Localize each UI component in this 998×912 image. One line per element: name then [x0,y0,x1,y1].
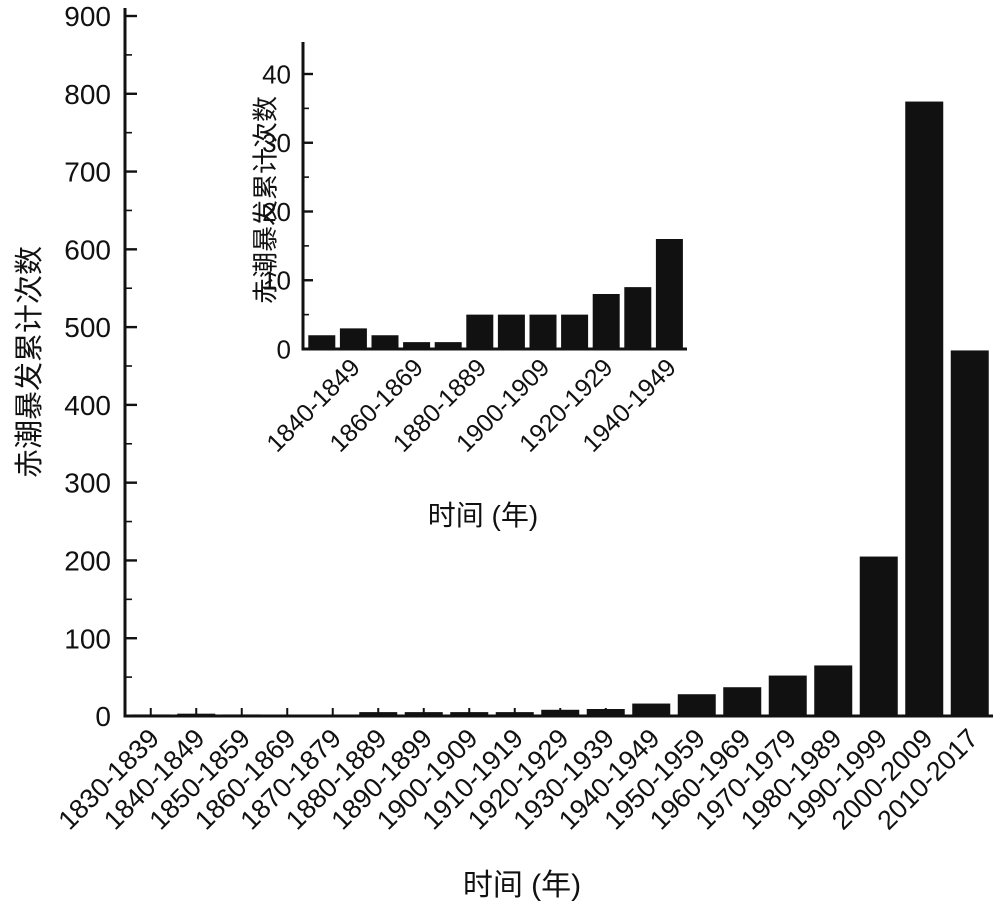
main-bar-1960-1969 [723,687,762,716]
inset-y-tick-label: 30 [262,128,291,158]
main-y-tick-label: 800 [64,79,111,110]
main-bar-1880-1889 [359,712,398,716]
main-bar-1910-1919 [495,712,534,716]
main-y-tick-label: 500 [64,312,111,343]
main-bar-2000-2009 [905,101,944,717]
main-bar-1900-1909 [450,712,489,716]
inset-y-axis-label: 赤潮暴发累计次数 [250,95,281,305]
main-bar-1970-1979 [768,675,807,716]
main-y-tick-label: 400 [64,390,111,421]
main-y-tick-label: 100 [64,623,111,654]
main-bar-1990-1999 [859,556,898,716]
main-x-axis-label: 时间 (年) [462,869,582,902]
inset-y-tick-label: 40 [262,59,291,89]
inset-bar-1900-1909 [529,314,557,349]
inset-bar-1830-1839 [308,335,336,349]
main-bar-1930-1939 [586,709,625,716]
main-y-tick-label: 300 [64,468,111,499]
main-bar-1940-1949 [632,703,671,716]
main-bar-1860-1869 [268,714,307,716]
inset-y-tick-label: 20 [262,197,291,227]
inset-bar-1840-1849 [339,328,367,349]
inset-y-tick-label: 0 [277,334,291,364]
inset-bar-1880-1889 [466,314,494,349]
main-y-tick-label: 200 [64,546,111,577]
main-bar-2010-2017 [950,350,989,716]
inset-bar-1890-1899 [497,314,525,349]
inset-bar-1860-1869 [403,342,431,349]
main-y-axis-label: 赤潮暴发累计次数 [14,245,46,479]
main-y-tick-label: 600 [64,234,111,265]
inset-bar-1930-1939 [624,287,652,349]
main-bar-1950-1959 [677,694,716,716]
main-bar-1830-1839 [131,714,170,716]
main-y-tick-label: 900 [64,1,111,32]
main-bar-1840-1849 [177,713,216,716]
inset-bar-1920-1929 [592,294,620,349]
inset-bar-1940-1949 [655,239,683,349]
inset-bar-1910-1919 [561,314,589,349]
main-bar-1920-1929 [541,709,580,716]
main-y-tick-label: 0 [95,701,111,732]
main-bar-1890-1899 [404,712,443,716]
main-bar-1980-1989 [814,665,853,716]
main-bar-1870-1879 [313,714,352,716]
inset-bar-1870-1879 [434,342,462,349]
main-bar-1850-1859 [222,714,261,716]
main-y-tick-label: 700 [64,157,111,188]
inset-x-axis-label: 时间 (年) [427,500,539,531]
inset-bar-1850-1859 [371,335,399,349]
inset-y-tick-label: 10 [262,266,291,296]
